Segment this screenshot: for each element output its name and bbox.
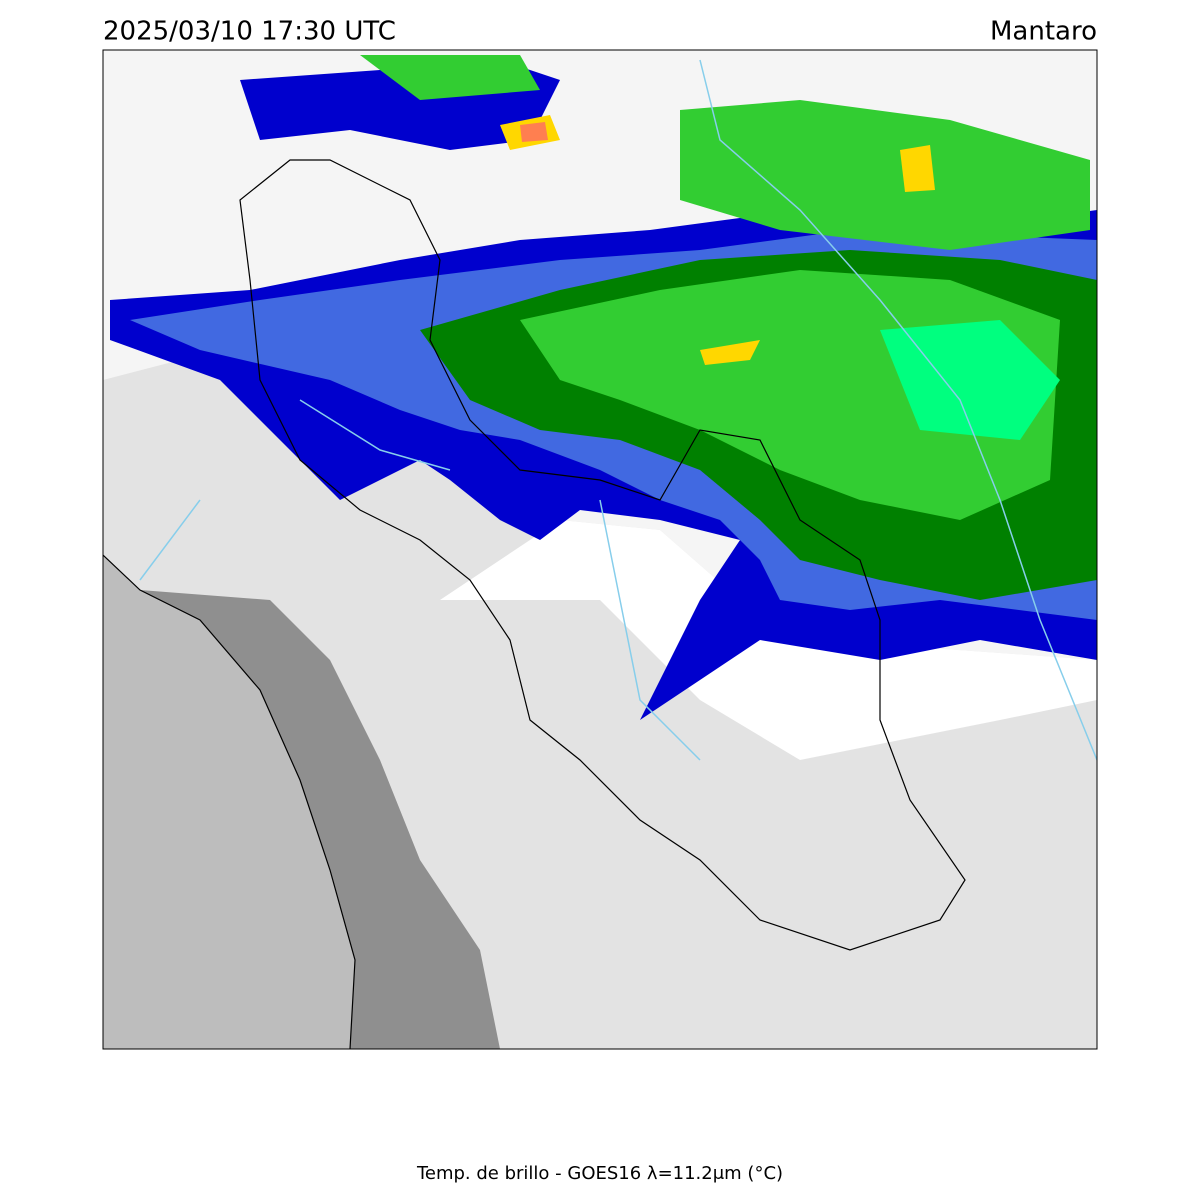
region: Mantaro (990, 17, 1097, 47)
map-frame (102, 49, 1098, 1050)
satellite-image (103, 50, 1097, 1049)
title: 2025/03/10 17:30 UTC (103, 17, 396, 47)
colorbar-label: Temp. de brillo - GOES16 λ=11.2μm (°C) (416, 1163, 783, 1184)
